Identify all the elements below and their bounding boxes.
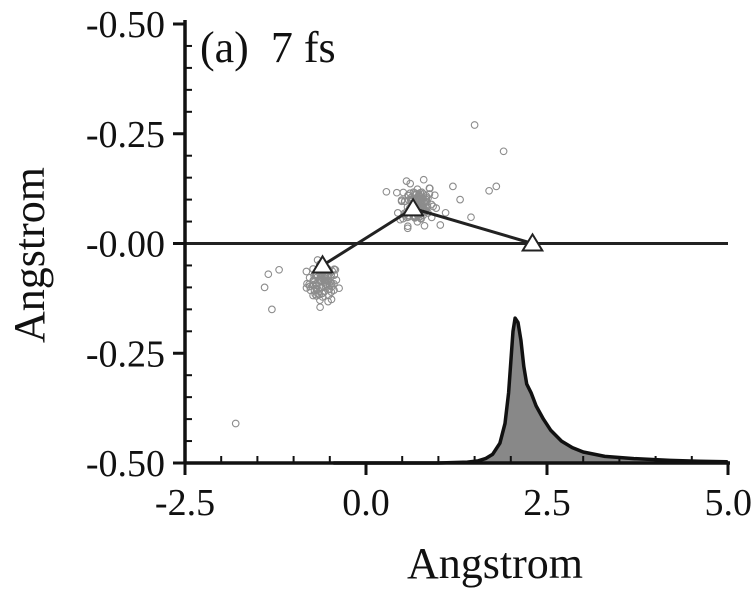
scatter-point xyxy=(393,209,402,217)
scatter-point xyxy=(432,204,441,212)
scatter-point xyxy=(328,282,336,291)
y-tick-label: -0.00 xyxy=(86,224,165,266)
scatter-point xyxy=(260,283,269,292)
scatter-point xyxy=(415,191,424,200)
scatter-point xyxy=(302,267,311,276)
scatter-point xyxy=(392,188,401,197)
scatter-point xyxy=(427,200,436,209)
scatter-point xyxy=(499,147,508,156)
x-axis-title: Angstrom xyxy=(407,539,583,588)
distribution-fill xyxy=(333,318,727,463)
scatter-point xyxy=(419,175,428,184)
y-tick-label: -0.25 xyxy=(86,333,165,375)
scatter-point xyxy=(275,265,283,274)
scatter-point xyxy=(314,285,322,294)
scatter-point xyxy=(403,224,412,233)
x-tick-label: 0.0 xyxy=(342,482,390,524)
scatter-point xyxy=(315,290,324,299)
scatter-point xyxy=(401,197,409,206)
scatter-point xyxy=(330,271,339,279)
scatter-point xyxy=(430,191,439,200)
scatter-point xyxy=(397,196,406,204)
scatter-point xyxy=(449,182,457,191)
scatter-point xyxy=(456,195,464,204)
scatter-point xyxy=(425,184,434,193)
scatter-point xyxy=(467,213,475,222)
scatter-point xyxy=(441,208,450,217)
scatter-point xyxy=(231,419,240,428)
scatter-point xyxy=(264,270,273,279)
scatter-point xyxy=(317,283,326,292)
panel-label: (a) 7 fs xyxy=(200,23,336,72)
axes xyxy=(173,20,730,475)
scatter-point xyxy=(402,177,411,185)
scatter-point xyxy=(485,186,493,195)
x-tick-label: 2.5 xyxy=(523,482,571,524)
y-axis-title: Angstrom xyxy=(5,167,54,343)
y-tick-label: -0.50 xyxy=(86,443,165,485)
triangle-path xyxy=(310,197,545,274)
scatter-point xyxy=(335,284,343,293)
x-tick-label: -2.5 xyxy=(155,482,215,524)
tick-labels: -0.50-0.25-0.00-0.25-0.50-2.5 0.0 2.5 5.0 xyxy=(86,4,752,524)
scatter-point xyxy=(492,182,501,191)
scatter-point xyxy=(470,121,479,129)
triangle-marker xyxy=(310,254,335,274)
distribution-outline xyxy=(333,316,729,465)
scatter-point xyxy=(436,221,445,229)
scatter-point xyxy=(327,280,336,288)
triangle-marker xyxy=(401,197,425,217)
distribution-area xyxy=(333,316,729,465)
scatter-points xyxy=(231,121,508,428)
y-tick-label: -0.50 xyxy=(86,4,165,46)
scatter-point xyxy=(316,303,324,312)
scatter-point xyxy=(382,187,391,196)
scatter-point xyxy=(420,221,429,230)
scatter-point xyxy=(325,291,333,300)
scatter-point xyxy=(424,194,432,203)
y-tick-label: -0.25 xyxy=(86,114,165,156)
scatter-point xyxy=(419,198,428,206)
triangle-connector-line xyxy=(321,206,533,267)
triangle-marker xyxy=(520,232,545,252)
scatter-point xyxy=(309,280,318,289)
scatter-point xyxy=(315,287,324,296)
x-tick-label: 5.0 xyxy=(705,482,753,524)
scatter-point xyxy=(268,305,276,314)
scatter-point xyxy=(326,278,334,286)
